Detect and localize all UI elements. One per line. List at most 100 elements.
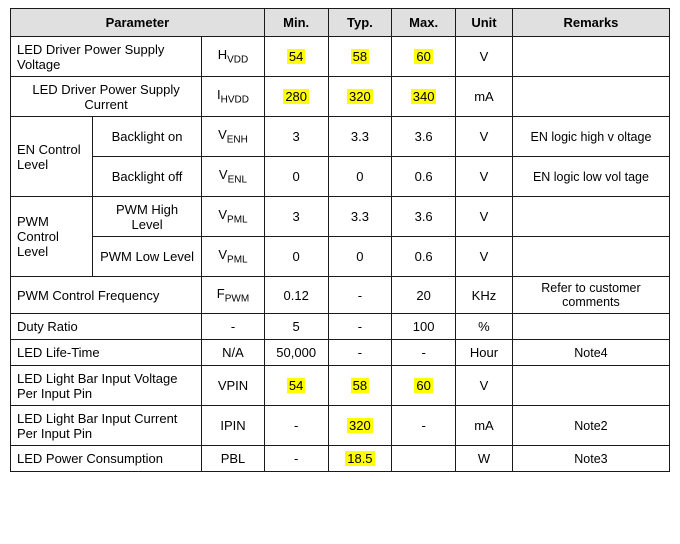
symbol-cell: VENH xyxy=(202,117,265,157)
unit-cell: V xyxy=(456,366,513,406)
param-cell: LED Light Bar Input Voltage Per Input Pi… xyxy=(11,366,202,406)
min-cell: 5 xyxy=(264,314,328,340)
unit-cell: Hour xyxy=(456,340,513,366)
min-cell: 3 xyxy=(264,197,328,237)
remark-cell: Note4 xyxy=(512,340,669,366)
table-row: PWM Control Level PWM High Level VPML 3 … xyxy=(11,197,670,237)
unit-cell: mA xyxy=(456,406,513,446)
symbol-cell: - xyxy=(202,314,265,340)
param-subcell: Backlight off xyxy=(92,157,201,197)
param-cell: LED Driver Power Supply Voltage xyxy=(11,37,202,77)
unit-cell: V xyxy=(456,237,513,277)
min-cell: 0 xyxy=(264,237,328,277)
typ-cell: 3.3 xyxy=(328,117,392,157)
remark-cell xyxy=(512,77,669,117)
table-row: LED Power Consumption PBL - 18.5 W Note3 xyxy=(11,446,670,472)
typ-cell: 58 xyxy=(328,366,392,406)
min-cell: 54 xyxy=(264,366,328,406)
max-cell: 60 xyxy=(392,366,456,406)
max-cell: - xyxy=(392,406,456,446)
spec-body: LED Driver Power Supply Voltage HVDD 54 … xyxy=(11,37,670,472)
symbol-cell: N/A xyxy=(202,340,265,366)
unit-cell: V xyxy=(456,37,513,77)
param-subcell: Backlight on xyxy=(92,117,201,157)
remark-cell: Note2 xyxy=(512,406,669,446)
symbol-cell: HVDD xyxy=(202,37,265,77)
max-cell: 3.6 xyxy=(392,197,456,237)
typ-cell: 58 xyxy=(328,37,392,77)
max-cell xyxy=(392,446,456,472)
typ-cell: 320 xyxy=(328,77,392,117)
remark-cell xyxy=(512,366,669,406)
typ-cell: - xyxy=(328,277,392,314)
remark-cell xyxy=(512,314,669,340)
max-cell: - xyxy=(392,340,456,366)
symbol-cell: VENL xyxy=(202,157,265,197)
symbol-cell: IHVDD xyxy=(202,77,265,117)
remark-cell: EN logic low vol tage xyxy=(512,157,669,197)
param-cell: LED Driver Power Supply Current xyxy=(11,77,202,117)
unit-cell: V xyxy=(456,197,513,237)
symbol-cell: IPIN xyxy=(202,406,265,446)
unit-cell: W xyxy=(456,446,513,472)
max-cell: 0.6 xyxy=(392,157,456,197)
param-cell: PWM Control Frequency xyxy=(11,277,202,314)
min-cell: - xyxy=(264,406,328,446)
spec-table: Parameter Min. Typ. Max. Unit Remarks LE… xyxy=(10,8,670,472)
table-row: LED Driver Power Supply Current IHVDD 28… xyxy=(11,77,670,117)
param-subcell: PWM Low Level xyxy=(92,237,201,277)
table-row: Duty Ratio - 5 - 100 % xyxy=(11,314,670,340)
min-cell: 280 xyxy=(264,77,328,117)
typ-cell: 3.3 xyxy=(328,197,392,237)
unit-cell: % xyxy=(456,314,513,340)
table-row: Backlight off VENL 0 0 0.6 V EN logic lo… xyxy=(11,157,670,197)
min-cell: 54 xyxy=(264,37,328,77)
max-cell: 60 xyxy=(392,37,456,77)
param-cell: LED Light Bar Input Current Per Input Pi… xyxy=(11,406,202,446)
max-cell: 0.6 xyxy=(392,237,456,277)
hdr-remarks: Remarks xyxy=(512,9,669,37)
hdr-min: Min. xyxy=(264,9,328,37)
remark-cell xyxy=(512,237,669,277)
remark-cell xyxy=(512,197,669,237)
unit-cell: KHz xyxy=(456,277,513,314)
min-cell: 0.12 xyxy=(264,277,328,314)
typ-cell: - xyxy=(328,340,392,366)
table-row: LED Light Bar Input Voltage Per Input Pi… xyxy=(11,366,670,406)
typ-cell: - xyxy=(328,314,392,340)
param-cell: LED Power Consumption xyxy=(11,446,202,472)
remark-cell: Refer to customer comments xyxy=(512,277,669,314)
table-row: LED Light Bar Input Current Per Input Pi… xyxy=(11,406,670,446)
symbol-cell: PBL xyxy=(202,446,265,472)
hdr-typ: Typ. xyxy=(328,9,392,37)
header-row: Parameter Min. Typ. Max. Unit Remarks xyxy=(11,9,670,37)
min-cell: - xyxy=(264,446,328,472)
symbol-cell: FPWM xyxy=(202,277,265,314)
symbol-cell: VPML xyxy=(202,237,265,277)
param-group-cell: EN Control Level xyxy=(11,117,93,197)
param-group-cell: PWM Control Level xyxy=(11,197,93,277)
remark-cell: Note3 xyxy=(512,446,669,472)
typ-cell: 320 xyxy=(328,406,392,446)
unit-cell: V xyxy=(456,117,513,157)
hdr-max: Max. xyxy=(392,9,456,37)
typ-cell: 0 xyxy=(328,237,392,277)
table-row: PWM Control Frequency FPWM 0.12 - 20 KHz… xyxy=(11,277,670,314)
min-cell: 3 xyxy=(264,117,328,157)
table-row: EN Control Level Backlight on VENH 3 3.3… xyxy=(11,117,670,157)
symbol-cell: VPIN xyxy=(202,366,265,406)
table-row: PWM Low Level VPML 0 0 0.6 V xyxy=(11,237,670,277)
max-cell: 20 xyxy=(392,277,456,314)
unit-cell: mA xyxy=(456,77,513,117)
typ-cell: 18.5 xyxy=(328,446,392,472)
remark-cell: EN logic high v oltage xyxy=(512,117,669,157)
param-subcell: PWM High Level xyxy=(92,197,201,237)
max-cell: 340 xyxy=(392,77,456,117)
min-cell: 50,000 xyxy=(264,340,328,366)
hdr-unit: Unit xyxy=(456,9,513,37)
param-cell: LED Life-Time xyxy=(11,340,202,366)
unit-cell: V xyxy=(456,157,513,197)
remark-cell xyxy=(512,37,669,77)
max-cell: 3.6 xyxy=(392,117,456,157)
table-row: LED Driver Power Supply Voltage HVDD 54 … xyxy=(11,37,670,77)
